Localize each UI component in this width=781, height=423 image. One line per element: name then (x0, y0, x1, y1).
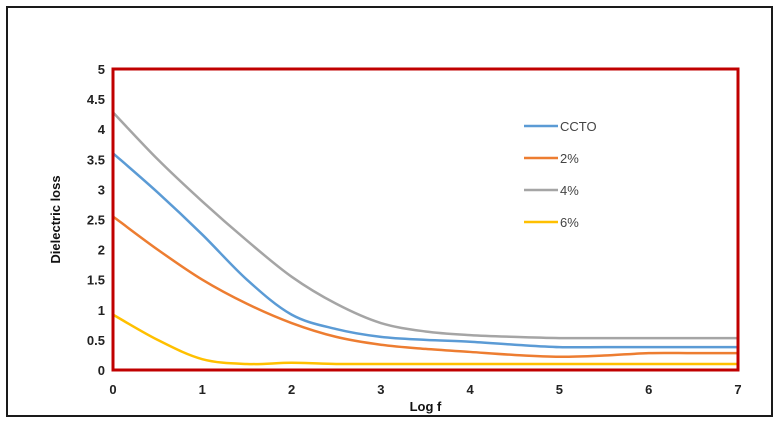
x-tick-label: 5 (556, 382, 563, 397)
dielectric-loss-chart: 0 0.5 1 1.5 2 2.5 3 3.5 4 4.5 5 0 1 2 3 4 5 6 7 CCTO 2% 4% 6… (48, 62, 742, 414)
chart-frame: 0 0.5 1 1.5 2 2.5 3 3.5 4 4.5 5 0 1 2 3 4 5 6 7 CCTO 2% 4% 6… (6, 6, 773, 417)
x-tick-label: 6 (645, 382, 652, 397)
series-line-2 (111, 215, 740, 359)
y-tick-label: 2 (98, 243, 105, 258)
x-tick-label: 0 (109, 382, 116, 397)
y-tick-label: 3 (98, 182, 105, 197)
y-tick-label: 3.5 (87, 152, 105, 167)
legend-label: CCTO (560, 119, 597, 134)
plot-area-border (111, 67, 740, 372)
x-tick-label: 7 (734, 382, 741, 397)
y-tick-label: 2.5 (87, 213, 105, 228)
x-tick-label: 1 (199, 382, 206, 397)
y-tick-label: 4.5 (87, 92, 105, 107)
y-tick-label: 0.5 (87, 333, 105, 348)
x-axis-title: Log f (410, 399, 442, 414)
y-axis-title: Dielectric loss (48, 175, 63, 263)
legend-label: 6% (560, 215, 579, 230)
series-line-1 (111, 152, 740, 349)
y-tick-label: 5 (98, 62, 105, 77)
y-tick-label: 4 (98, 122, 106, 137)
series-line-4 (111, 313, 740, 366)
series-line-3 (111, 111, 740, 340)
legend-label: 4% (560, 183, 579, 198)
y-tick-label: 0 (98, 363, 105, 378)
y-tick-label: 1 (98, 303, 105, 318)
x-tick-label: 3 (377, 382, 384, 397)
x-tick-label: 2 (288, 382, 295, 397)
legend-label: 2% (560, 151, 579, 166)
y-tick-label: 1.5 (87, 273, 105, 288)
x-tick-label: 4 (467, 382, 475, 397)
